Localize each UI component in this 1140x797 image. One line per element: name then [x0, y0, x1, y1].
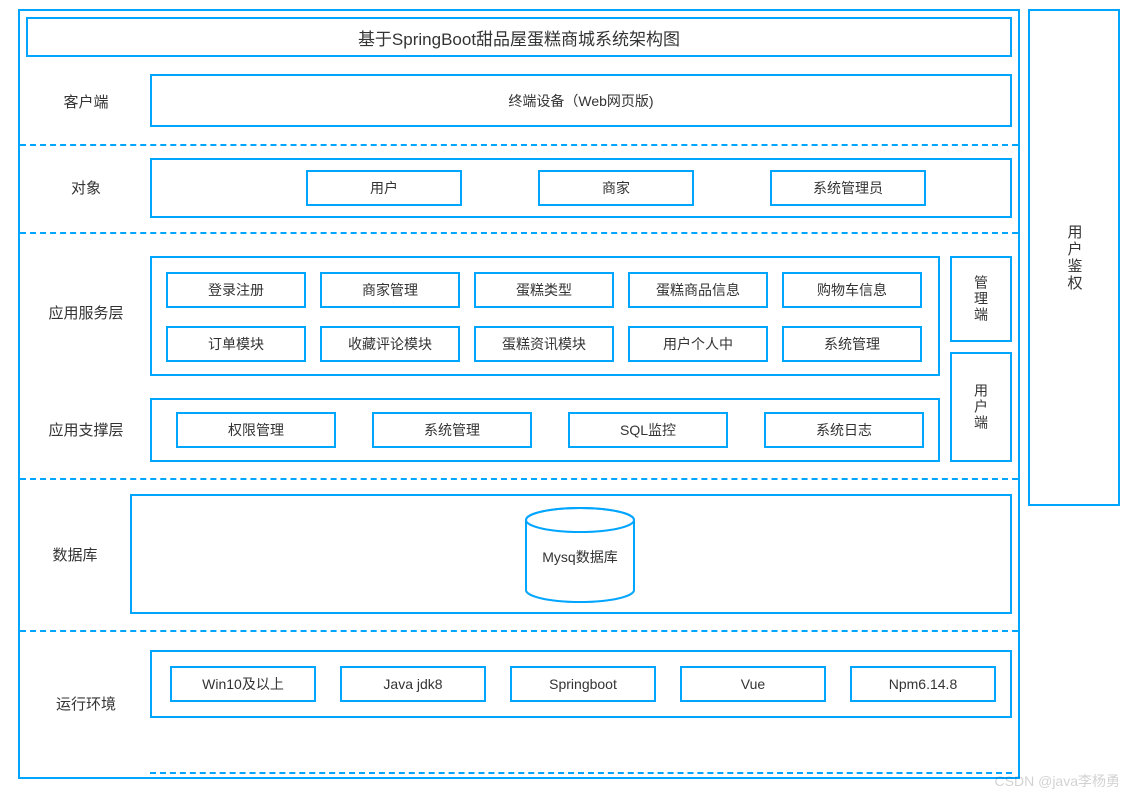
appsupport-item-3: 系统日志 [764, 412, 924, 448]
object-item-2-text: 系统管理员 [813, 178, 883, 198]
appservice-r2-0: 订单模块 [166, 326, 306, 362]
admin-label: 管理端 [971, 275, 991, 323]
watermark: CSDN @java李杨勇 [995, 771, 1120, 791]
runtime-item-0: Win10及以上 [170, 666, 316, 702]
title-bar: 基于SpringBoot甜品屋蛋糕商城系统架构图 [26, 17, 1012, 57]
database-cylinder: Mysq数据库 [524, 506, 636, 604]
divider-2 [20, 232, 1018, 234]
object-item-1-text: 商家 [602, 178, 630, 198]
user-side-box: 用户端 [950, 352, 1012, 462]
divider-4 [20, 630, 1018, 632]
title-text: 基于SpringBoot甜品屋蛋糕商城系统架构图 [358, 25, 680, 50]
database-item: Mysq数据库 [524, 547, 636, 567]
section-appservice-label: 应用服务层 [26, 252, 146, 372]
runtime-label: 运行环境 [56, 693, 116, 714]
section-runtime-label: 运行环境 [26, 648, 146, 758]
appsupport-item-2: SQL监控 [568, 412, 728, 448]
section-appsupport-label: 应用支撑层 [26, 395, 146, 463]
object-item-1: 商家 [538, 170, 694, 206]
runtime-item-3: Vue [680, 666, 826, 702]
appservice-r2-4: 系统管理 [782, 326, 922, 362]
section-client-label: 客户端 [26, 66, 146, 136]
auth-box: 用户鉴权 [1028, 9, 1120, 506]
divider-1 [20, 144, 1018, 146]
divider-bottom [150, 772, 1012, 774]
admin-side-box: 管理端 [950, 256, 1012, 342]
client-label: 客户端 [63, 91, 108, 112]
appservice-r1-1: 商家管理 [320, 272, 460, 308]
appservice-r2-3: 用户个人中 [628, 326, 768, 362]
appsupport-label: 应用支撑层 [48, 419, 123, 440]
appsupport-item-0: 权限管理 [176, 412, 336, 448]
auth-label: 用户鉴权 [1064, 224, 1085, 292]
client-item: 终端设备（Web网页版) [508, 91, 653, 111]
database-label: 数据库 [52, 544, 97, 565]
runtime-item-1: Java jdk8 [340, 666, 486, 702]
appservice-r1-4: 购物车信息 [782, 272, 922, 308]
appservice-label: 应用服务层 [48, 302, 123, 323]
runtime-item-2: Springboot [510, 666, 656, 702]
appservice-r2-2: 蛋糕资讯模块 [474, 326, 614, 362]
object-item-2: 系统管理员 [770, 170, 926, 206]
client-inner: 终端设备（Web网页版) [150, 74, 1012, 127]
section-database-label: 数据库 [26, 494, 124, 614]
appservice-r1-2: 蛋糕类型 [474, 272, 614, 308]
divider-3 [20, 478, 1018, 480]
object-item-0-text: 用户 [370, 178, 398, 198]
appsupport-item-1: 系统管理 [372, 412, 532, 448]
section-object-label: 对象 [26, 152, 146, 222]
appservice-r1-3: 蛋糕商品信息 [628, 272, 768, 308]
user-label: 用户端 [971, 383, 991, 431]
object-item-0: 用户 [306, 170, 462, 206]
appservice-r2-1: 收藏评论模块 [320, 326, 460, 362]
runtime-item-4: Npm6.14.8 [850, 666, 996, 702]
appservice-r1-0: 登录注册 [166, 272, 306, 308]
object-label: 对象 [71, 177, 101, 198]
